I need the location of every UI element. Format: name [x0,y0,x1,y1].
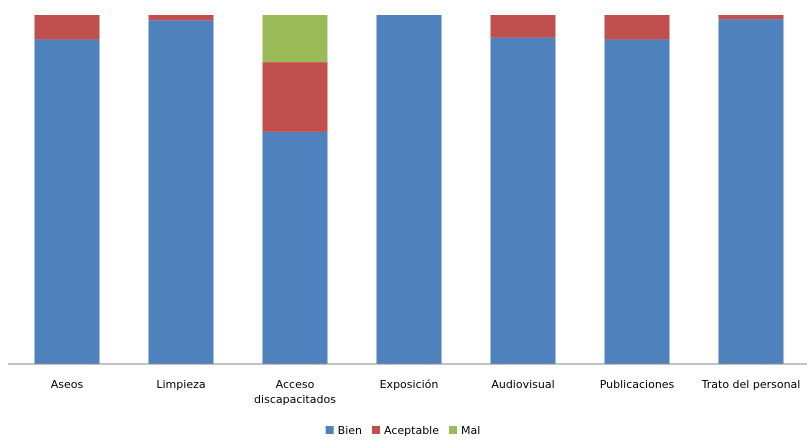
x-tick-label-5: Publicaciones [600,378,675,391]
x-tick-label-line: Acceso [276,378,315,391]
bar-segment-bien-6 [718,19,784,365]
x-tick-label-3: Exposición [380,378,439,391]
bar-segment-aceptable-2 [262,62,328,132]
bar-segment-bien-3 [376,15,442,364]
bar-segment-aceptable-1 [148,15,214,21]
x-tick-label-line: Trato del personal [701,378,801,391]
bar-segment-aceptable-5 [604,15,670,40]
legend-swatch-bien [325,426,334,434]
bar-segment-aceptable-4 [490,15,556,38]
legend-item-mal: Mal [449,424,480,437]
category-labels: Aseos Limpieza Acceso discapacitados Exposic… [51,378,801,406]
bar-segment-bien-5 [604,39,670,365]
bar-segment-aceptable-6 [718,15,784,20]
x-tick-label-1: Limpieza [156,378,205,391]
x-tick-label-line: Audiovisual [491,378,554,391]
x-tick-label-0: Aseos [51,378,84,391]
legend-label-bien: Bien [338,424,362,437]
legend-swatch-mal [449,426,458,434]
x-tick-label-4: Audiovisual [491,378,554,391]
legend: Bien Aceptable Mal [325,424,480,437]
x-tick-label-line: discapacitados [254,393,336,406]
x-tick-label-line: Exposición [380,378,439,391]
x-tick-label-line: Limpieza [156,378,205,391]
x-tick-label-line: Publicaciones [600,378,675,391]
bar-segment-aceptable-0 [34,15,100,40]
x-tick-label-line: Aseos [51,378,84,391]
bar-segment-mal-2 [262,15,328,63]
legend-item-aceptable: Aceptable [372,424,439,437]
legend-label-mal: Mal [461,424,480,437]
x-tick-label-6: Trato del personal [701,378,801,391]
legend-item-bien: Bien [325,424,362,437]
bars-layer [34,15,784,365]
bar-segment-bien-1 [148,20,214,365]
bar-segment-bien-0 [34,39,100,365]
legend-swatch-aceptable [372,426,381,434]
x-tick-label-2: Acceso discapacitados [254,378,336,406]
legend-label-aceptable: Aceptable [384,424,439,437]
bar-segment-bien-4 [490,37,556,365]
bar-segment-bien-2 [262,131,328,364]
